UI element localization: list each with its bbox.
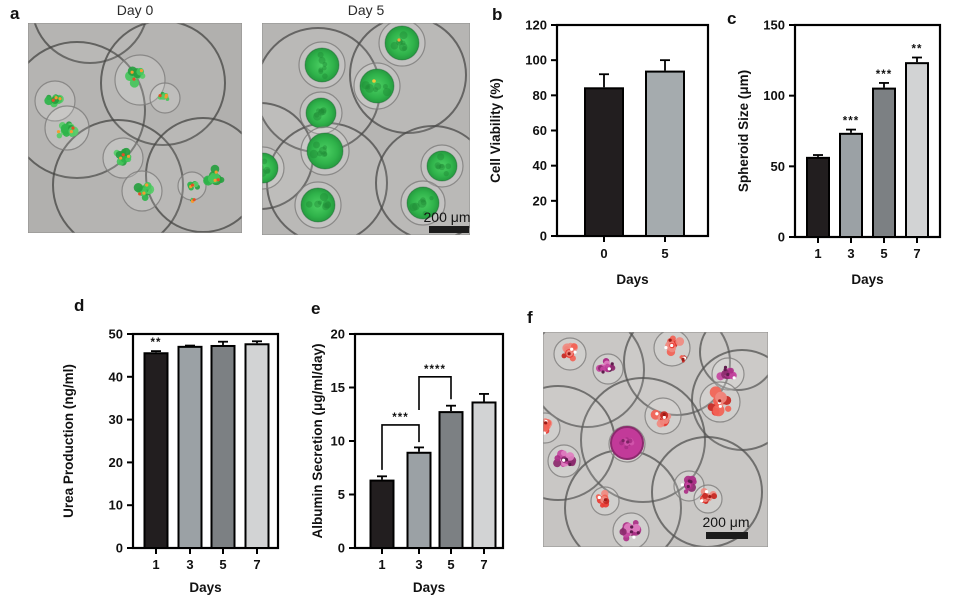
svg-text:10: 10 bbox=[109, 498, 123, 513]
svg-text:100: 100 bbox=[763, 88, 785, 103]
svg-text:**: ** bbox=[912, 44, 923, 56]
svg-text:****: **** bbox=[424, 364, 446, 376]
svg-text:50: 50 bbox=[771, 159, 785, 174]
panel-label-a: a bbox=[10, 4, 20, 23]
cell-viability-chart: 0 20 40 60 80 100 120 0 5 Days Cell Viability (%) bbox=[488, 18, 710, 287]
urea-production-chart: 0 10 20 30 40 50 1 ** 3 5 7 Days Urea Production (ng… bbox=[61, 327, 280, 595]
svg-text:Albumin Secretion (μg/ml/day): Albumin Secretion (μg/ml/day) bbox=[310, 343, 325, 538]
svg-text:50: 50 bbox=[109, 327, 123, 342]
svg-text:7: 7 bbox=[480, 557, 487, 572]
svg-text:Spheroid Size (μm): Spheroid Size (μm) bbox=[736, 70, 751, 192]
svg-text:0: 0 bbox=[116, 541, 123, 556]
svg-text:20: 20 bbox=[109, 455, 123, 470]
svg-text:5: 5 bbox=[661, 246, 668, 261]
panel-label-c: c bbox=[727, 9, 737, 28]
svg-text:Days: Days bbox=[189, 580, 221, 595]
day0-title: Day 0 bbox=[116, 2, 154, 18]
svg-text:1: 1 bbox=[378, 557, 385, 572]
svg-text:200 μm: 200 μm bbox=[703, 514, 750, 530]
panel-label-d: d bbox=[74, 296, 85, 315]
svg-text:1: 1 bbox=[152, 557, 159, 572]
svg-text:10: 10 bbox=[331, 434, 345, 449]
svg-text:5: 5 bbox=[447, 557, 454, 572]
svg-text:0: 0 bbox=[540, 229, 547, 244]
svg-text:0: 0 bbox=[778, 230, 785, 245]
svg-text:30: 30 bbox=[109, 412, 123, 427]
svg-text:5: 5 bbox=[880, 246, 887, 261]
svg-text:Urea Production (ng/ml): Urea Production (ng/ml) bbox=[61, 364, 76, 518]
svg-text:40: 40 bbox=[533, 158, 547, 173]
svg-text:20: 20 bbox=[331, 327, 345, 342]
svg-text:3: 3 bbox=[186, 557, 193, 572]
svg-text:7: 7 bbox=[253, 557, 260, 572]
svg-text:60: 60 bbox=[533, 123, 547, 138]
svg-text:150: 150 bbox=[763, 18, 785, 33]
svg-text:3: 3 bbox=[415, 557, 422, 572]
svg-text:20: 20 bbox=[533, 193, 547, 208]
panel-label-f: f bbox=[527, 308, 533, 327]
svg-text:***: *** bbox=[843, 116, 859, 128]
svg-text:**: ** bbox=[151, 337, 162, 349]
svg-text:Days: Days bbox=[851, 272, 883, 287]
svg-text:***: *** bbox=[392, 412, 408, 424]
svg-text:40: 40 bbox=[109, 369, 123, 384]
spheroid-size-chart: 0 50 100 150 1 3 *** 5 *** 7 ** Days Spheroid Size (… bbox=[736, 18, 942, 287]
svg-text:3: 3 bbox=[847, 246, 854, 261]
svg-text:200 μm: 200 μm bbox=[424, 209, 470, 225]
svg-text:100: 100 bbox=[525, 53, 547, 68]
svg-text:5: 5 bbox=[338, 487, 345, 502]
day0-micrograph bbox=[28, 23, 242, 233]
svg-text:120: 120 bbox=[525, 18, 547, 33]
svg-text:***: *** bbox=[876, 69, 892, 81]
panel-label-e: e bbox=[311, 299, 321, 318]
day5-micrograph: 200 μm bbox=[262, 23, 470, 235]
day5-title: Day 5 bbox=[347, 2, 385, 18]
stained-spheroids-micrograph: 200 μm bbox=[543, 332, 768, 547]
svg-text:80: 80 bbox=[533, 88, 547, 103]
svg-text:Cell Viability (%): Cell Viability (%) bbox=[488, 78, 503, 183]
svg-text:7: 7 bbox=[913, 246, 920, 261]
svg-text:Days: Days bbox=[413, 580, 445, 595]
svg-text:5: 5 bbox=[219, 557, 226, 572]
svg-text:0: 0 bbox=[600, 246, 607, 261]
svg-text:1: 1 bbox=[814, 246, 821, 261]
svg-text:0: 0 bbox=[338, 541, 345, 556]
svg-text:15: 15 bbox=[331, 380, 345, 395]
panel-label-b: b bbox=[492, 5, 503, 24]
svg-text:Days: Days bbox=[616, 272, 648, 287]
